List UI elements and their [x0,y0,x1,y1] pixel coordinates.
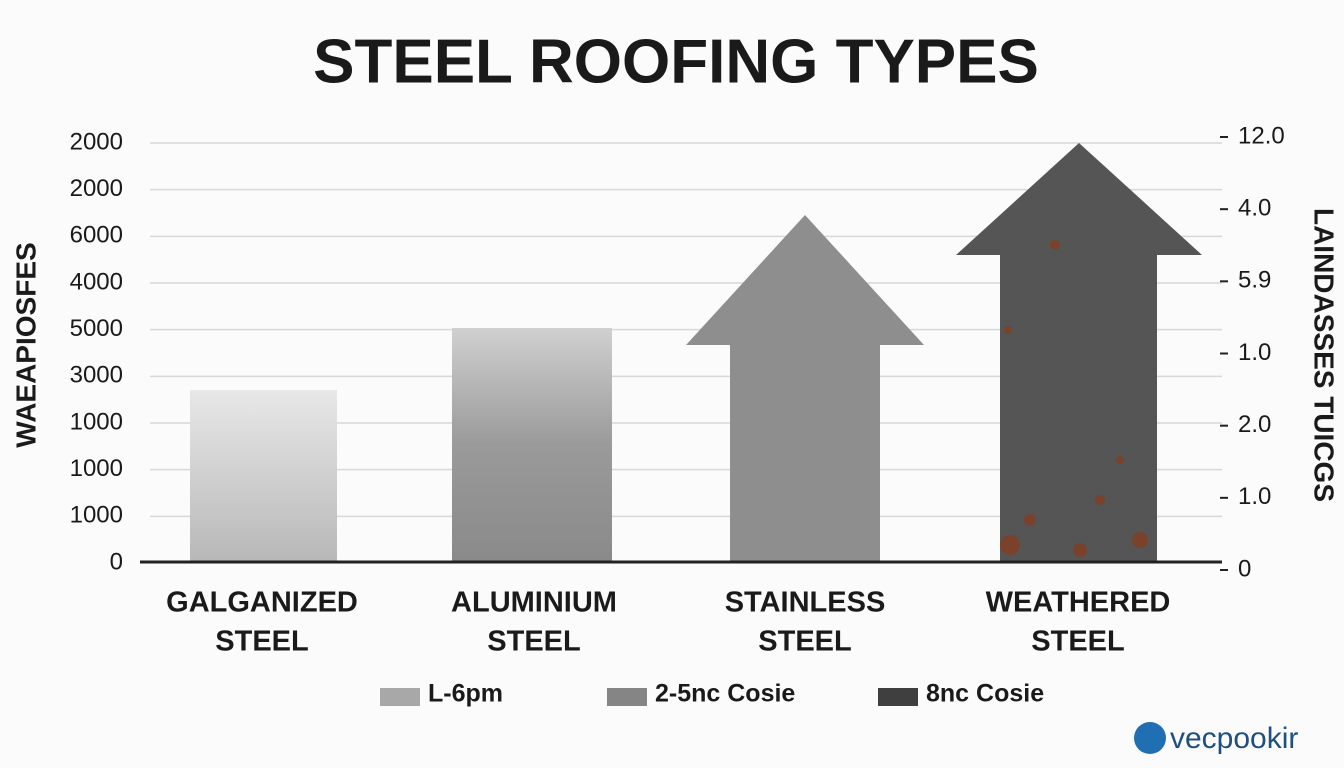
rust [1000,240,1148,557]
category-label: STEEL [758,626,851,658]
right-tick-label: 1.0 [1238,483,1271,510]
left-tick-label: 1000 [70,455,123,482]
right-tick-label: 12.0 [1238,122,1285,149]
watermark-logo [1134,722,1166,754]
category-label: ALUMINIUM [451,587,617,619]
right-tick-label: 0 [1238,555,1251,582]
legend-label: 2-5nc Cosie [655,680,795,708]
category-label: WEATHERED [986,587,1171,619]
category-label: STAINLESS [725,587,886,619]
category-label: STEEL [1031,626,1124,658]
right-tick-label: 5.9 [1238,267,1271,294]
title: STEEL ROOFING TYPES [313,27,1039,96]
left-tick-label: 3000 [70,362,123,389]
arrow-stainless [686,215,924,561]
left-tick-label: 1000 [70,502,123,529]
bar-galvanized [190,390,337,561]
category-label: STEEL [487,626,580,658]
right-tick-label: 4.0 [1238,195,1271,222]
left-axis-title: WAEAPIOSFES [10,242,41,447]
category-label: GALGANIZED [166,587,358,619]
legend-label: L-6pm [428,680,503,708]
right-tick-label: 1.0 [1238,339,1271,366]
watermark: vecpookir [1170,722,1298,755]
right-axis-title: LAINDASSES TUICGS [1309,208,1340,502]
legend: L-6pm 2-5nc Cosie 8nc Cosie [380,680,1044,708]
legend-label: 8nc Cosie [926,680,1044,708]
left-tick-label: 4000 [70,268,123,295]
legend-swatch [607,688,647,706]
legend-swatch [878,688,918,706]
bar-aluminium [452,328,612,561]
right-tick-label: 2.0 [1238,411,1271,438]
category-label: STEEL [215,626,308,658]
left-tick-label: 6000 [70,222,123,249]
legend-swatch [380,688,420,706]
left-tick-label: 5000 [70,315,123,342]
left-tick-label: 2000 [70,128,123,155]
left-tick-label: 0 [110,548,123,575]
left-tick-label: 2000 [70,175,123,202]
left-tick-label: 1000 [70,408,123,435]
arrow-weathered [956,143,1202,561]
